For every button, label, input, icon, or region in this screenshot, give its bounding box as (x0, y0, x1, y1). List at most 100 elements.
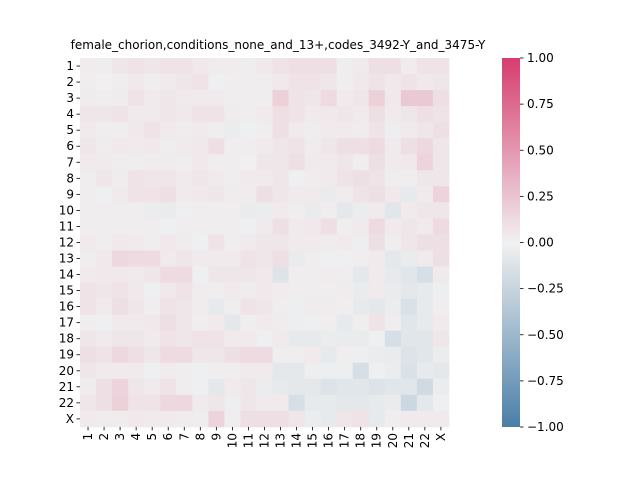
heatmap-cell (416, 314, 434, 332)
heatmap-cell (288, 122, 305, 139)
heatmap-cell (208, 58, 225, 75)
heatmap-cell (144, 362, 161, 380)
heatmap-cell (384, 346, 402, 364)
heatmap-cell (96, 186, 113, 203)
heatmap-cell (176, 106, 193, 123)
heatmap-cell (160, 186, 177, 203)
heatmap-cell (320, 218, 338, 235)
x-tick-label: 15 (306, 433, 320, 448)
heatmap-cell (288, 378, 305, 396)
heatmap-cell (304, 58, 321, 75)
heatmap-cell (240, 106, 257, 123)
heatmap-cell (416, 378, 434, 396)
colorbar-tick-label: −1.00 (527, 420, 564, 434)
heatmap-cell (224, 154, 241, 171)
heatmap-cell (160, 410, 177, 428)
heatmap-cell (416, 234, 434, 251)
y-tick-label: 16 (59, 300, 74, 314)
heatmap-cell (384, 250, 402, 267)
x-tick-label: X (434, 433, 448, 441)
heatmap-cell (336, 330, 354, 348)
heatmap-cell (144, 282, 161, 299)
heatmap-cell (192, 330, 209, 348)
heatmap-cell (400, 394, 418, 412)
heatmap-cell (288, 154, 305, 171)
heatmap-cell (416, 90, 434, 107)
heatmap-cell (128, 410, 145, 428)
heatmap-cell (160, 298, 177, 316)
x-tick-label: 12 (257, 433, 271, 448)
heatmap-cell (160, 202, 177, 219)
heatmap-cell (240, 90, 257, 107)
heatmap-cell (400, 218, 418, 235)
heatmap-cell (272, 394, 289, 412)
heatmap-cell (208, 218, 225, 235)
heatmap-cell (160, 234, 177, 251)
heatmap-cell (96, 314, 113, 332)
heatmap-cell (208, 314, 225, 332)
heatmap-cell (416, 58, 434, 75)
heatmap-cell (368, 394, 386, 412)
heatmap-cell (160, 314, 177, 332)
heatmap-cell (336, 362, 354, 380)
heatmap-cells (80, 58, 450, 428)
heatmap-cell (432, 314, 450, 332)
heatmap-cell (144, 266, 161, 283)
heatmap-cell (384, 266, 402, 283)
heatmap-cell (112, 58, 129, 75)
heatmap-cell (256, 394, 273, 412)
heatmap-cell (256, 362, 273, 380)
heatmap-cell (272, 346, 289, 364)
heatmap-cell (368, 106, 386, 123)
heatmap-cell (288, 90, 305, 107)
heatmap-cell (160, 122, 177, 139)
heatmap-cell (224, 186, 241, 203)
heatmap-cell (384, 394, 402, 412)
heatmap-cell (192, 362, 209, 380)
heatmap-cell (176, 378, 193, 396)
heatmap-cell (272, 266, 289, 283)
heatmap-cell (128, 378, 145, 396)
heatmap-cell (320, 58, 338, 75)
heatmap-cell (240, 138, 257, 155)
heatmap-cell (144, 90, 161, 107)
heatmap-cell (384, 106, 402, 123)
heatmap-cell (80, 394, 97, 412)
heatmap-cell (112, 266, 129, 283)
heatmap-cell (80, 154, 97, 171)
heatmap-cell (112, 346, 129, 364)
heatmap-cell (240, 234, 257, 251)
heatmap-cell (144, 170, 161, 187)
x-tick-label: 8 (193, 433, 207, 441)
heatmap-cell (96, 58, 113, 75)
heatmap-cell (352, 362, 370, 380)
heatmap-cell (128, 394, 145, 412)
heatmap-cell (352, 314, 370, 332)
heatmap-cell (336, 410, 354, 428)
heatmap-cell (240, 202, 257, 219)
heatmap-cell (160, 154, 177, 171)
heatmap-cell (432, 154, 450, 171)
heatmap-cell (288, 58, 305, 75)
heatmap-cell (272, 186, 289, 203)
heatmap-cell (352, 394, 370, 412)
heatmap-cell (176, 138, 193, 155)
heatmap-cell (272, 282, 289, 299)
x-tick-label: 22 (418, 433, 432, 448)
heatmap-cell (240, 154, 257, 171)
heatmap-cell (368, 122, 386, 139)
heatmap-cell (80, 234, 97, 251)
heatmap-cell (416, 394, 434, 412)
heatmap-cell (432, 170, 450, 187)
heatmap-cell (288, 266, 305, 283)
colorbar-tick-label: 0.50 (527, 143, 554, 157)
heatmap-cell (368, 138, 386, 155)
heatmap-cell (320, 410, 338, 428)
heatmap-cell (224, 90, 241, 107)
heatmap-cell (176, 282, 193, 299)
heatmap-cell (272, 138, 289, 155)
heatmap-cell (352, 346, 370, 364)
heatmap-cell (144, 234, 161, 251)
heatmap-cell (176, 250, 193, 267)
heatmap-cell (400, 250, 418, 267)
